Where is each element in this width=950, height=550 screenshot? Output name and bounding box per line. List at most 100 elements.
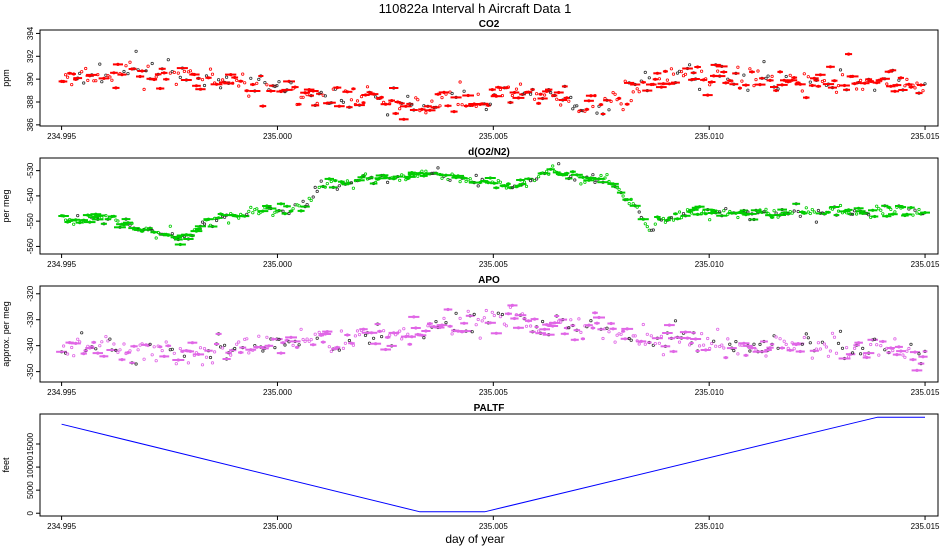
co2-data-point <box>217 78 221 82</box>
apo-data-point <box>221 346 225 350</box>
co2-data-point <box>122 69 126 74</box>
o2n2-data-point <box>545 169 549 173</box>
apo-data-point <box>454 311 458 315</box>
o2n2-data-point <box>671 218 676 222</box>
co2-data-point <box>802 72 806 76</box>
apo-data-point <box>528 324 533 328</box>
co2-data-point <box>476 92 480 96</box>
co2-data-point <box>766 74 770 78</box>
apo-data-point <box>182 354 186 358</box>
apo-data-point <box>627 336 631 341</box>
apo-data-point <box>607 330 611 334</box>
apo-data-point <box>450 332 454 336</box>
apo-data-point <box>732 348 736 353</box>
co2-data-point <box>647 76 651 80</box>
o2n2-data-point <box>317 185 321 189</box>
o2n2-data-point <box>307 196 311 200</box>
o2n2-data-point <box>257 212 261 216</box>
co2-data-point <box>221 78 225 82</box>
co2-panel: CO2 ppm 234.995 235.000 235.005 235.010 235.01… <box>1 19 940 141</box>
apo-data-point <box>832 335 837 339</box>
co2-data-point <box>142 87 146 92</box>
co2-data-point <box>885 82 889 86</box>
apo-data-point <box>569 318 573 322</box>
co2-data-point <box>905 77 909 82</box>
apo-data-point <box>470 330 474 334</box>
co2-data-point <box>249 76 253 80</box>
apo-data-point <box>496 311 500 315</box>
apo-data-point <box>838 329 843 333</box>
apo-data-point <box>879 343 883 348</box>
o2n2-x-tick-label: 235.005 <box>479 260 508 269</box>
co2-data-point <box>168 71 172 75</box>
co2-data-point <box>571 107 575 111</box>
co2-data-point <box>146 64 150 68</box>
co2-data-point <box>110 78 114 82</box>
o2n2-data-point <box>557 162 561 166</box>
o2n2-data-point <box>615 186 619 190</box>
co2-data-point <box>438 104 442 108</box>
co2-data-point <box>182 69 186 74</box>
co2-data-point <box>593 94 597 98</box>
apo-y-axis-label: approx. per meg <box>1 301 11 367</box>
co2-data-point <box>679 70 684 74</box>
o2n2-data-point <box>637 210 641 214</box>
o2n2-data-point <box>510 186 515 190</box>
o2n2-data-point <box>850 212 855 216</box>
o2n2-data-point <box>440 176 444 180</box>
o2n2-data-point <box>806 210 810 214</box>
o2n2-data-point <box>255 207 259 211</box>
o2n2-data-point <box>661 216 666 221</box>
co2-data-point <box>247 94 251 98</box>
co2-data-point <box>697 87 702 92</box>
o2n2-data-point <box>724 207 728 211</box>
co2-data-point <box>416 98 420 102</box>
co2-data-point <box>764 76 768 80</box>
o2n2-data-point <box>617 187 621 191</box>
o2n2-data-point <box>852 209 857 213</box>
co2-data-point <box>406 94 410 98</box>
apo-data-point <box>500 312 504 317</box>
o2n2-data-point <box>128 223 132 227</box>
co2-data-point <box>456 102 460 107</box>
paltf-y-tick-label: 10000 <box>26 455 35 478</box>
co2-data-point <box>770 74 774 79</box>
o2n2-data-point <box>398 178 402 182</box>
co2-data-point <box>410 103 414 107</box>
apo-x-tick-label: 235.000 <box>263 388 292 397</box>
co2-data-point <box>108 75 112 79</box>
apo-data-point <box>476 317 480 322</box>
apo-data-point <box>78 340 82 344</box>
co2-data-point <box>277 80 281 84</box>
co2-data-point <box>210 72 215 76</box>
co2-data-point <box>619 102 623 106</box>
co2-data-point <box>708 83 712 87</box>
co2-data-point <box>82 81 86 85</box>
co2-data-point <box>754 78 758 82</box>
co2-data-point <box>126 72 130 76</box>
apo-data-point <box>758 342 762 346</box>
co2-data-point <box>355 99 360 103</box>
apo-data-point <box>108 337 112 341</box>
co2-data-point <box>631 90 635 94</box>
co2-data-point <box>613 92 617 96</box>
apo-data-point <box>160 348 164 353</box>
apo-data-point <box>776 346 780 350</box>
co2-data-point <box>746 88 750 92</box>
apo-data-point <box>251 348 255 352</box>
apo-data-point <box>559 320 563 324</box>
o2n2-data-point <box>297 204 301 208</box>
apo-data-point <box>657 341 662 345</box>
apo-data-point <box>697 344 702 348</box>
apo-data-point <box>830 331 835 335</box>
apo-data-point <box>257 334 261 338</box>
apo-data-point <box>722 346 726 350</box>
paltf-y-tick-label: 0 <box>26 510 35 515</box>
o2n2-data-point <box>524 184 529 188</box>
co2-data-point <box>506 85 510 89</box>
co2-data-point <box>699 69 704 73</box>
apo-data-point <box>540 319 545 324</box>
apo-data-point <box>313 332 317 336</box>
o2n2-data-point <box>504 186 508 190</box>
o2n2-data-point <box>677 210 682 214</box>
